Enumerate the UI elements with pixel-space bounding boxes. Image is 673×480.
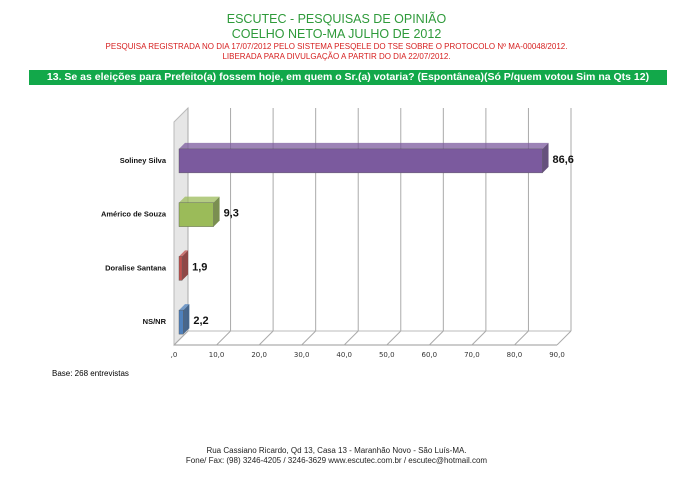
footer-address: Rua Cassiano Ricardo, Qd 13, Casa 13 - M… xyxy=(206,446,467,455)
data-label: 86,6 xyxy=(553,154,574,166)
release-note: LIBERADA PARA DIVULGAÇÃO A PARTIR DO DIA… xyxy=(222,52,451,61)
base-note: Base: 268 entrevistas xyxy=(52,369,129,378)
floor-gridline xyxy=(343,330,359,346)
category-label: NS/NR xyxy=(143,317,167,326)
tick-label: 90,0 xyxy=(549,351,565,359)
floor-gridline xyxy=(514,330,529,346)
bar-side xyxy=(542,142,549,173)
subtitle: COELHO NETO-MA JULHO DE 2012 xyxy=(231,27,442,41)
bar-top xyxy=(179,250,189,257)
data-label: 2,2 xyxy=(193,315,208,327)
tick-label: 50,0 xyxy=(379,351,395,359)
tick-label: 60,0 xyxy=(422,351,438,359)
category-label: Soliney Silva xyxy=(120,156,167,165)
floor-gridline xyxy=(216,330,231,346)
bar-side xyxy=(182,250,189,281)
category-label: Américo de Souza xyxy=(101,210,167,219)
title: ESCUTEC - PESQUISAS DE OPINIÃO xyxy=(226,12,447,26)
floor-gridline xyxy=(258,330,274,346)
tick-label: 20,0 xyxy=(251,351,267,359)
bar-top xyxy=(179,304,190,311)
category-label: Doralise Santana xyxy=(105,263,167,272)
tick-label: 30,0 xyxy=(294,351,310,359)
bar xyxy=(178,202,214,227)
floor-gridline xyxy=(173,330,189,346)
bar xyxy=(178,256,183,281)
data-label: 1,9 xyxy=(192,261,207,273)
floor-gridline xyxy=(301,330,317,346)
tick-label: 70,0 xyxy=(464,351,480,359)
data-label: 9,3 xyxy=(224,208,239,220)
bar-side xyxy=(213,196,220,227)
question-banner: 13. Se as eleições para Prefeito(a) foss… xyxy=(29,70,667,85)
floor-gridline xyxy=(386,330,402,346)
footer-contact: Fone/ Fax: (98) 3246-4205 / 3246-3629 ww… xyxy=(185,456,488,465)
registration-note: PESQUISA REGISTRADA NO DIA 17/07/2012 PE… xyxy=(105,42,568,51)
bar-top xyxy=(179,142,549,149)
tick-label: 10,0 xyxy=(209,351,225,359)
floor-gridline xyxy=(428,330,444,346)
floor-gridline xyxy=(471,330,487,346)
bar-top xyxy=(179,196,220,203)
bar-side xyxy=(183,304,190,335)
bar xyxy=(178,148,543,174)
bar xyxy=(178,309,184,335)
tick-label: 40,0 xyxy=(336,351,352,359)
tick-label: ,0 xyxy=(171,351,178,359)
floor-gridline xyxy=(556,330,572,346)
tick-label: 80,0 xyxy=(507,351,523,359)
